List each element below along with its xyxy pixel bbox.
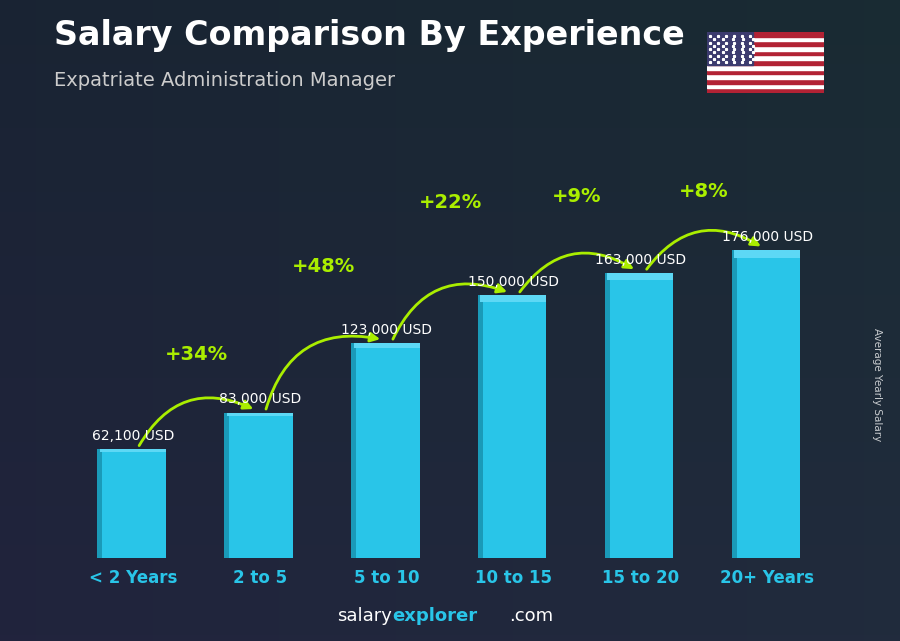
Text: Salary Comparison By Experience: Salary Comparison By Experience [54, 19, 685, 52]
Bar [706, 32, 824, 37]
Bar [706, 88, 824, 93]
Text: Average Yearly Salary: Average Yearly Salary [872, 328, 883, 441]
Text: .com: .com [509, 607, 554, 625]
Bar [224, 413, 230, 558]
Bar [481, 296, 546, 302]
Bar [706, 56, 824, 60]
Text: 123,000 USD: 123,000 USD [341, 322, 432, 337]
Bar [734, 250, 800, 258]
Text: explorer: explorer [392, 607, 478, 625]
Bar [227, 413, 292, 416]
Bar [351, 343, 356, 558]
Text: +8%: +8% [679, 182, 729, 201]
Text: 62,100 USD: 62,100 USD [92, 429, 174, 443]
Bar [706, 65, 824, 69]
Bar [734, 250, 800, 558]
Text: +22%: +22% [418, 192, 482, 212]
Bar [706, 83, 824, 88]
Text: 83,000 USD: 83,000 USD [219, 392, 301, 406]
Bar [706, 37, 824, 42]
Bar [706, 69, 824, 74]
Bar [706, 46, 824, 51]
Bar [608, 272, 673, 280]
Bar [706, 51, 824, 56]
Bar [354, 343, 419, 558]
Text: +34%: +34% [165, 345, 228, 363]
Bar [706, 79, 824, 83]
Text: +9%: +9% [552, 187, 601, 206]
Bar [706, 32, 753, 65]
Text: salary: salary [337, 607, 392, 625]
Bar [354, 343, 419, 348]
Text: 150,000 USD: 150,000 USD [468, 276, 559, 289]
Bar [706, 42, 824, 46]
Text: Expatriate Administration Manager: Expatriate Administration Manager [54, 71, 395, 90]
Bar [478, 296, 483, 558]
Bar [732, 250, 737, 558]
Bar [227, 413, 292, 558]
Bar [97, 449, 103, 558]
Bar [706, 74, 824, 79]
Text: 163,000 USD: 163,000 USD [595, 253, 686, 267]
Bar [605, 272, 610, 558]
Text: 176,000 USD: 176,000 USD [722, 230, 813, 244]
Bar [481, 296, 546, 558]
Text: +48%: +48% [292, 257, 355, 276]
Bar [100, 449, 166, 452]
Bar [608, 272, 673, 558]
Bar [100, 449, 166, 558]
Bar [706, 60, 824, 65]
